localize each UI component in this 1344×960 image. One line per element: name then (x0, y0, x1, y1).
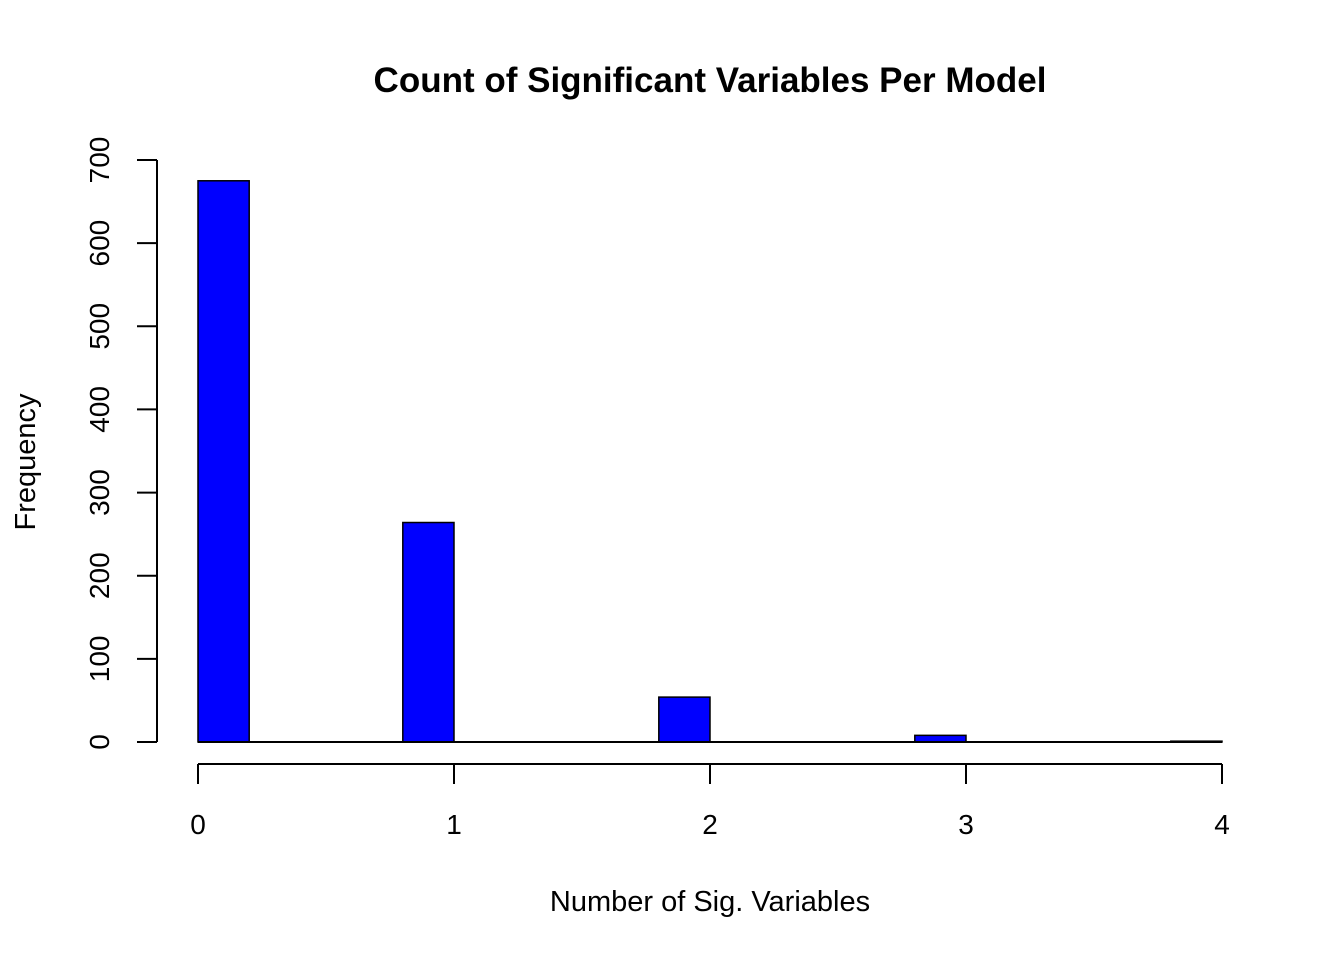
x-axis-label: Number of Sig. Variables (550, 886, 870, 918)
histogram-bar-4 (402, 521, 455, 743)
y-tick-label-0: 0 (84, 734, 115, 750)
x-tick-label-4: 4 (1214, 809, 1230, 840)
x-tick-label-2: 2 (702, 809, 718, 840)
y-axis: 0 100 200 300 400 500 600 700 (84, 137, 158, 750)
y-tick-label-400: 400 (84, 386, 115, 433)
y-tick-label-200: 200 (84, 552, 115, 599)
histogram-bar-0 (197, 180, 250, 743)
x-tick-label-1: 1 (446, 809, 462, 840)
y-tick-label-600: 600 (84, 220, 115, 267)
x-tick-label-3: 3 (958, 809, 974, 840)
histogram-bar-9 (658, 696, 711, 743)
chart-title: Count of Significant Variables Per Model (374, 61, 1047, 100)
x-tick-label-0: 0 (190, 809, 206, 840)
y-axis-label: Frequency (10, 393, 42, 531)
bars-group (197, 180, 1223, 743)
y-tick-label-500: 500 (84, 303, 115, 350)
x-axis: 0 1 2 3 4 (190, 763, 1230, 840)
y-tick-label-100: 100 (84, 635, 115, 682)
y-tick-label-700: 700 (84, 137, 115, 184)
y-tick-label-300: 300 (84, 469, 115, 516)
